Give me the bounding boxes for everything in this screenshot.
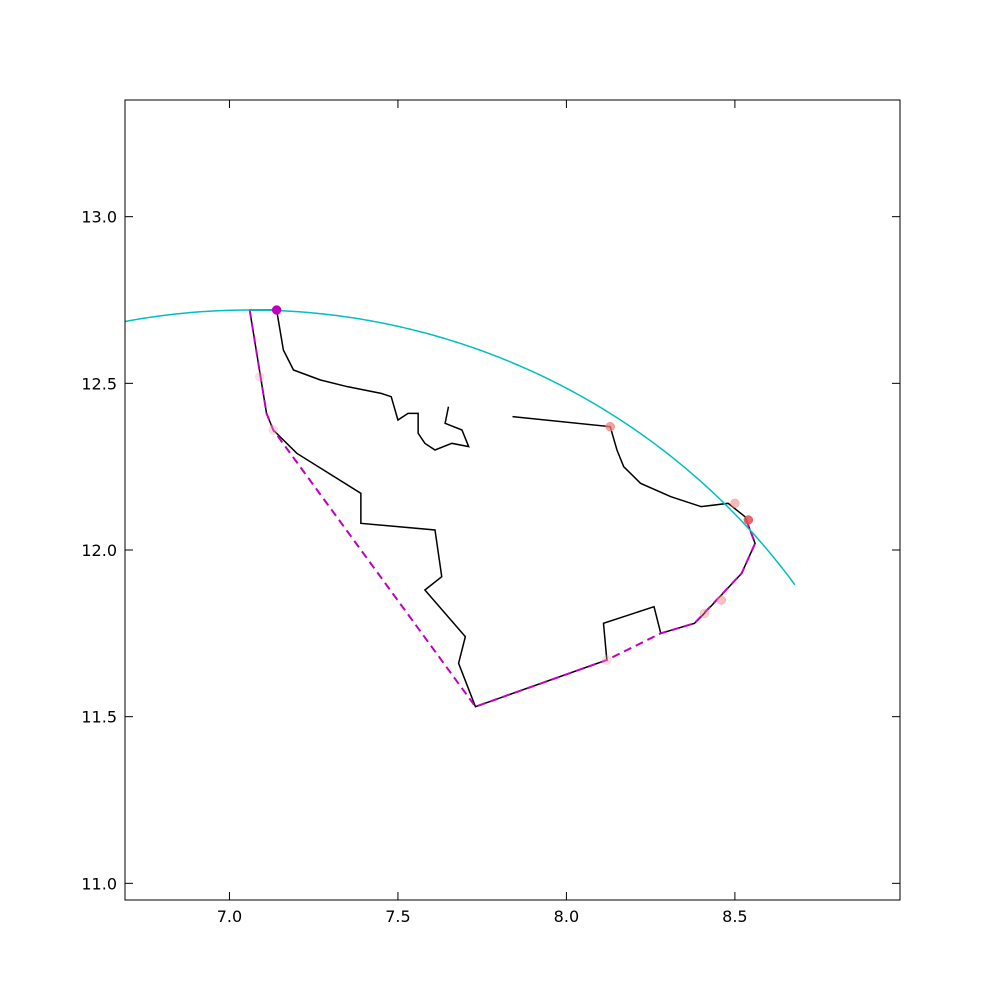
boundary-path-2 [275,309,470,451]
tick-layer: 7.0 7.5 8.0 8.5 11.0 11.5 12.0 12.5 13.0 [81,100,900,926]
boundary-path-1 [248,309,756,708]
radius-arc [125,309,796,586]
x-tick-label: 8.0 [554,907,579,926]
data-point-marker [602,655,612,665]
axes-frame [124,99,901,901]
x-tick-label: 7.0 [217,907,242,926]
x-tick-label: 7.5 [385,907,410,926]
data-point-marker [605,421,615,432]
data-point-marker [255,371,265,382]
data-point-marker [743,515,754,525]
plot-area [125,305,796,708]
data-point-marker [699,608,710,619]
y-tick-label: 11.0 [81,874,117,893]
x-tick-label: 8.5 [722,907,747,926]
data-point-marker [271,305,282,315]
y-tick-label: 11.5 [81,708,117,727]
dashed-hull-line [248,309,757,708]
data-point-marker [730,498,740,509]
y-tick-label: 12.0 [81,541,117,560]
y-tick-label: 12.5 [81,374,117,393]
data-point-marker [268,425,279,435]
y-tick-label: 13.0 [81,208,117,227]
data-point-marker [716,595,727,605]
